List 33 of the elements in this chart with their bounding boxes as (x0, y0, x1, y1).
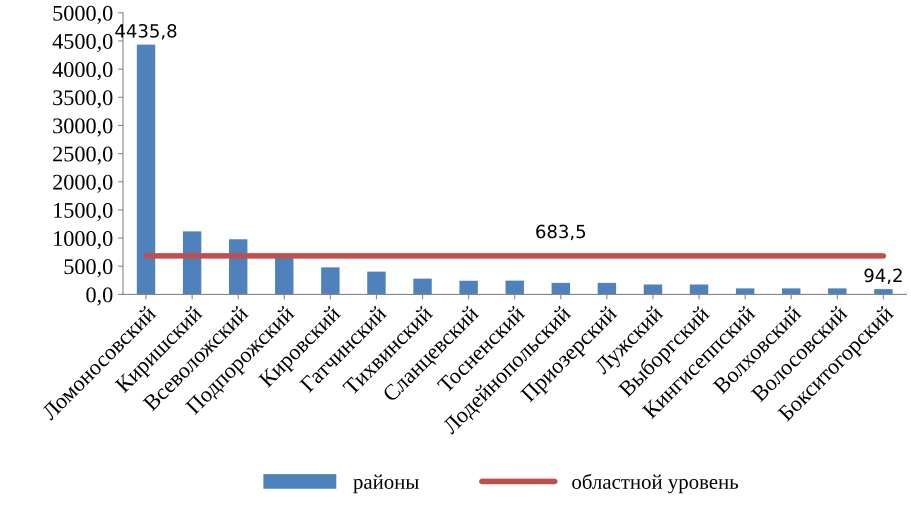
legend-label: областной уровень (572, 474, 738, 494)
bar (552, 282, 570, 294)
bar (736, 288, 754, 294)
y-tick-label: 4500,0 (52, 34, 112, 52)
y-tick-label: 5000,0 (53, 6, 112, 24)
bar (690, 284, 708, 294)
bar (321, 267, 340, 294)
y-tick-label: 0,0 (86, 287, 112, 306)
y-tick-label: 3000,0 (53, 118, 112, 137)
legend-label: районы (353, 474, 419, 494)
y-tick-label: 3500,0 (53, 90, 112, 108)
bar (367, 272, 386, 294)
data-label: 4435,8 (115, 24, 176, 40)
bar (228, 239, 248, 294)
bar (874, 289, 893, 294)
y-tick-label: 500,0 (64, 259, 112, 278)
bar (598, 282, 616, 294)
y-tick-label: 4000,0 (52, 62, 112, 80)
y-tick-label: 2500,0 (53, 146, 112, 165)
y-tick-label: 2000,0 (53, 174, 112, 193)
bar (644, 284, 662, 294)
bar (413, 278, 432, 294)
data-label: 683,5 (536, 224, 586, 240)
bar (182, 231, 202, 294)
y-tick-label: 1000,0 (54, 231, 112, 250)
data-label: 94,2 (864, 268, 902, 284)
bar (459, 280, 478, 294)
bar (136, 44, 156, 294)
bar (506, 280, 524, 294)
bar (828, 288, 847, 294)
bar (782, 288, 800, 294)
y-tick-label: 1500,0 (54, 202, 112, 222)
bar (275, 258, 294, 294)
